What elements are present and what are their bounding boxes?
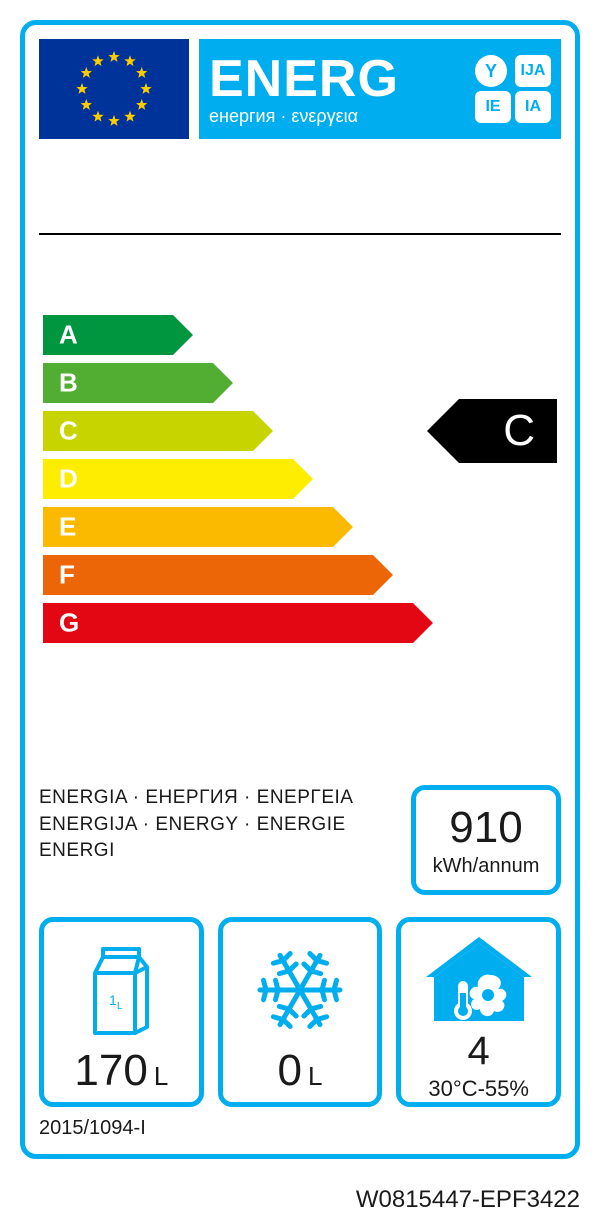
consumption-unit: kWh/annum	[433, 855, 540, 878]
fresh-unit: L	[154, 1061, 168, 1092]
suffix-badge: IE	[475, 91, 511, 123]
efficiency-bar: G	[43, 603, 565, 643]
bottom-row: 1 L 170 L 0 L	[39, 917, 561, 1107]
suffix-badge: Y	[475, 55, 507, 87]
milk-carton-icon: 1 L	[91, 940, 151, 1040]
consumption-value: 910	[449, 803, 522, 853]
efficiency-bar: D	[43, 459, 565, 499]
climate-class-box: 4 30°C-55%	[396, 917, 561, 1107]
fresh-value: 170	[74, 1046, 147, 1096]
efficiency-bar: F	[43, 555, 565, 595]
regulation-ref: 2015/1094-I	[39, 1117, 561, 1140]
efficiency-bar: E	[43, 507, 565, 547]
header-row: ENERG енергия · ενεργεια Y IJA IE IA	[39, 39, 561, 139]
energ-title: ENERG	[209, 53, 399, 105]
fresh-volume-box: 1 L 170 L	[39, 917, 204, 1107]
frozen-volume-box: 0 L	[218, 917, 383, 1107]
eu-flag-icon	[39, 39, 189, 139]
svg-text:1: 1	[109, 992, 117, 1008]
frozen-unit: L	[308, 1061, 322, 1092]
frozen-value: 0	[278, 1046, 302, 1096]
energy-label: ENERG енергия · ενεργεια Y IJA IE IA ABC…	[20, 20, 580, 1159]
mid-row: ENERGIA · ЕНЕРГИЯ · ΕΝΕΡΓΕΙΑ ENERGIJA · …	[39, 785, 561, 895]
house-climate-icon	[424, 934, 534, 1029]
suffix-badge: IJA	[515, 55, 551, 87]
efficiency-bar: A	[43, 315, 565, 355]
suffix-badges: Y IJA IE IA	[475, 55, 551, 123]
energy-translations: ENERGIA · ЕНЕРГИЯ · ΕΝΕΡΓΕΙΑ ENERGIJA · …	[39, 785, 399, 895]
footer-code: W0815447-EPF3422	[356, 1186, 580, 1214]
rating-pointer: C	[427, 399, 557, 463]
climate-class: 4	[468, 1029, 490, 1074]
efficiency-scale: ABCDEFG C	[39, 315, 561, 675]
svg-text:L: L	[117, 1001, 123, 1012]
suffix-badge: IA	[515, 91, 551, 123]
efficiency-bar: B	[43, 363, 565, 403]
consumption-box: 910 kWh/annum	[411, 785, 561, 895]
energ-subtitle: енергия · ενεργεια	[209, 107, 399, 125]
snowflake-icon	[250, 940, 350, 1040]
energ-banner: ENERG енергия · ενεργεια Y IJA IE IA	[199, 39, 561, 139]
climate-range: 30°C-55%	[428, 1076, 529, 1102]
model-area	[39, 145, 561, 235]
